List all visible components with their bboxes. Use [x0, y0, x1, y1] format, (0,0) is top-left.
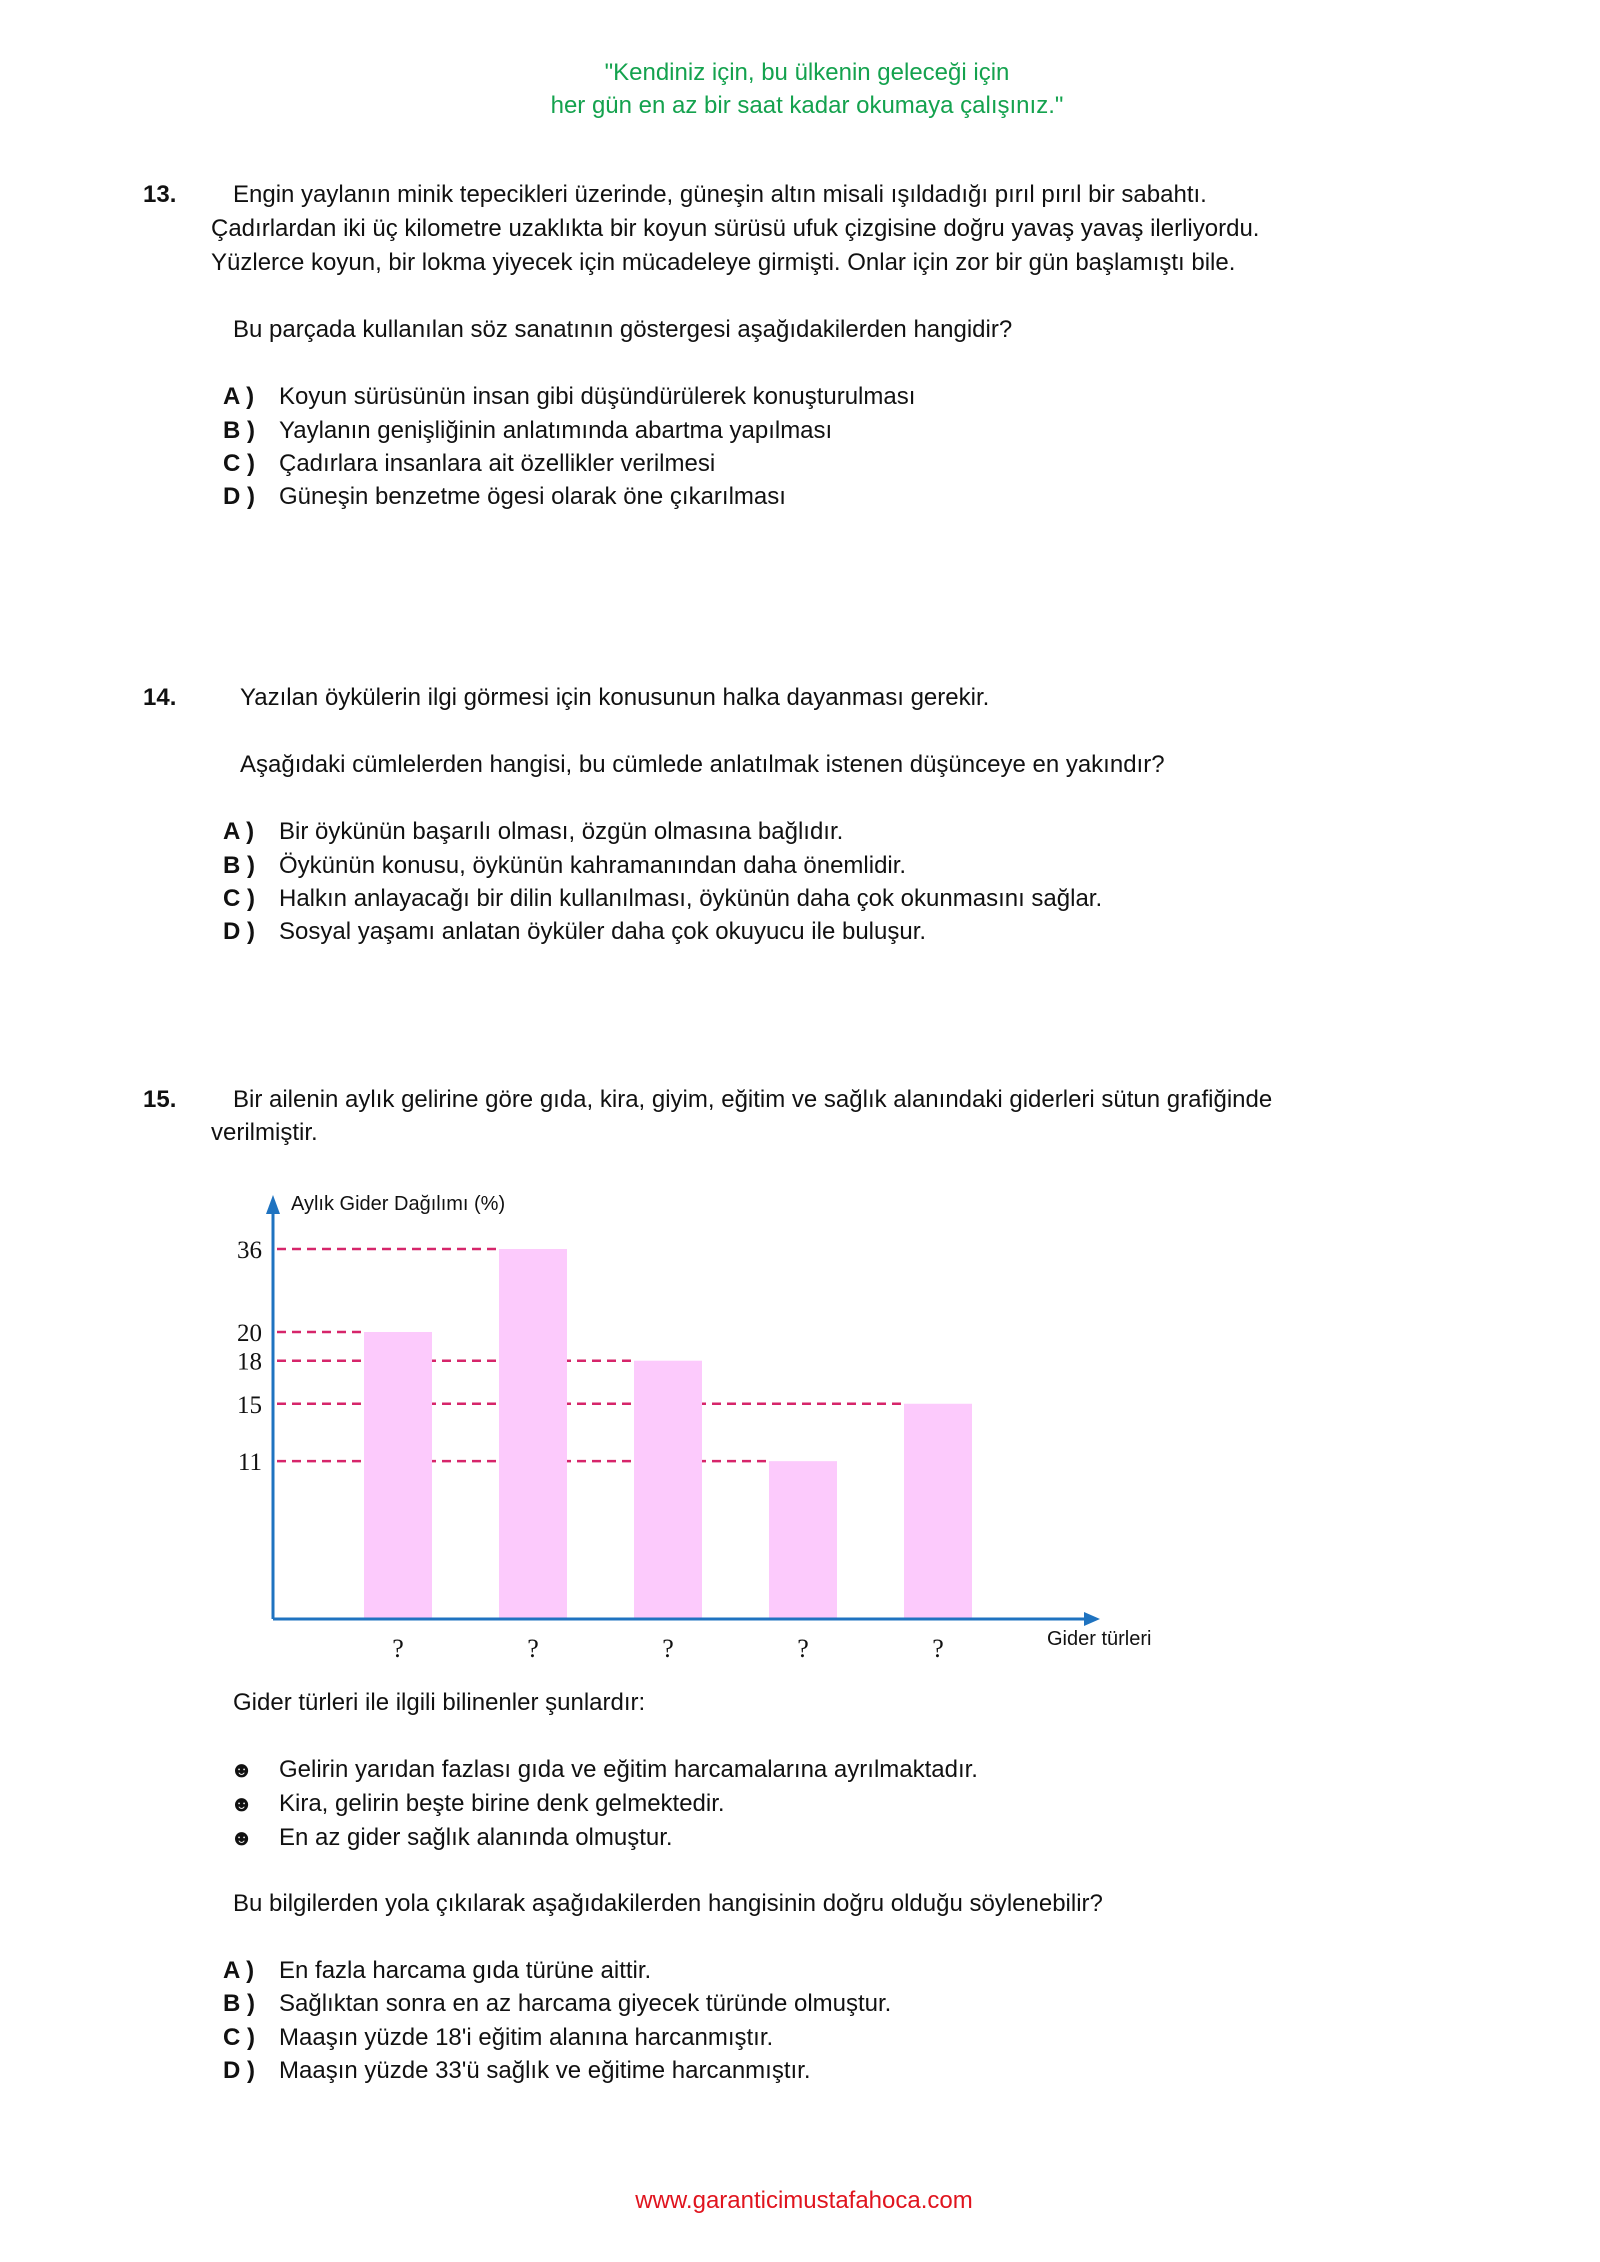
question-14-prompt: Aşağıdaki cümlelerden hangisi, bu cümled…	[240, 751, 1165, 778]
option-d-text[interactable]: Maaşın yüzde 33'ü sağlık ve eğitime harc…	[279, 2057, 811, 2084]
x-tick-label: ?	[527, 1634, 539, 1663]
question-13-prompt: Bu parçada kullanılan söz sanatının göst…	[233, 316, 1013, 343]
motto-line-1: "Kendiniz için, bu ülkenin geleceği için	[604, 59, 1010, 86]
option-letter: D )	[223, 918, 255, 945]
bar	[364, 1332, 432, 1619]
option-b-text[interactable]: Öykünün konusu, öykünün kahramanından da…	[279, 852, 907, 879]
question-13-number: 13.	[143, 181, 177, 208]
option-letter: A )	[223, 818, 255, 845]
option-letter: B )	[223, 852, 255, 879]
question-15-text-line: Bir ailenin aylık gelirine göre gıda, ki…	[233, 1086, 1273, 1113]
option-letter: C )	[223, 885, 255, 912]
x-axis-arrow-icon	[1084, 1612, 1100, 1626]
x-tick-label: ?	[662, 1634, 674, 1663]
question-14-number: 14.	[143, 684, 177, 711]
bar	[904, 1403, 972, 1619]
motto-line-2: her gün en az bir saat kadar okumaya çal…	[550, 92, 1064, 119]
smiley-icon: ☻	[230, 1757, 254, 1782]
y-tick-label: 11	[238, 1449, 262, 1476]
option-c-text[interactable]: Halkın anlayacağı bir dilin kullanılması…	[279, 885, 1103, 912]
x-axis-label: Gider türleri	[1047, 1628, 1151, 1650]
x-tick-label: ?	[932, 1634, 944, 1663]
option-a-text[interactable]: En fazla harcama gıda türüne aittir.	[279, 1957, 652, 1984]
option-letter: A )	[223, 1957, 255, 1984]
question-14-text: Yazılan öykülerin ilgi görmesi için konu…	[240, 684, 990, 711]
question-15-text-line: verilmiştir.	[211, 1119, 318, 1146]
bullet-text: Kira, gelirin beşte birine denk gelmekte…	[279, 1790, 725, 1817]
question-13-text-line: Engin yaylanın minik tepecikleri üzerind…	[233, 181, 1207, 208]
smiley-icon: ☻	[230, 1791, 254, 1816]
y-axis-arrow-icon	[266, 1195, 280, 1214]
bullet-text: Gelirin yarıdan fazlası gıda ve eğitim h…	[279, 1756, 978, 1783]
option-c-text[interactable]: Çadırlara insanlara ait özellikler veril…	[279, 450, 716, 477]
option-letter: D )	[223, 483, 255, 510]
option-letter: A )	[223, 383, 255, 410]
y-tick-label: 20	[237, 1320, 262, 1347]
option-letter: C )	[223, 450, 255, 477]
option-c-text[interactable]: Maaşın yüzde 18'i eğitim alanına harcanm…	[279, 2024, 774, 2051]
option-letter: D )	[223, 2057, 255, 2084]
x-tick-label: ?	[797, 1634, 809, 1663]
question-15-prompt: Bu bilgilerden yola çıkılarak aşağıdakil…	[233, 1890, 1103, 1917]
option-a-text[interactable]: Koyun sürüsünün insan gibi düşündürülere…	[279, 383, 916, 410]
option-d-text[interactable]: Güneşin benzetme ögesi olarak öne çıkarı…	[279, 483, 786, 510]
bar	[634, 1360, 702, 1619]
bullet-text: En az gider sağlık alanında olmuştur.	[279, 1824, 673, 1851]
bar	[769, 1461, 837, 1619]
option-letter: B )	[223, 417, 255, 444]
smiley-icon: ☻	[230, 1825, 254, 1850]
bar	[499, 1249, 567, 1619]
question-13-text-line: Çadırlardan iki üç kilometre uzaklıkta b…	[211, 215, 1260, 242]
y-tick-label: 18	[237, 1349, 262, 1376]
y-axis-label: Aylık Gider Dağılımı (%)	[291, 1193, 505, 1215]
y-tick-label: 36	[237, 1237, 262, 1264]
question-15-number: 15.	[143, 1086, 177, 1113]
footer-url[interactable]: www.garanticimustafahoca.com	[635, 2187, 973, 2214]
option-a-text[interactable]: Bir öykünün başarılı olması, özgün olmas…	[279, 818, 844, 845]
option-b-text[interactable]: Yaylanın genişliğinin anlatımında abartm…	[279, 417, 833, 444]
question-13-text-line: Yüzlerce koyun, bir lokma yiyecek için m…	[211, 249, 1236, 276]
option-letter: B )	[223, 1990, 255, 2017]
option-b-text[interactable]: Sağlıktan sonra en az harcama giyecek tü…	[279, 1990, 892, 2017]
x-tick-label: ?	[392, 1634, 404, 1663]
info-title: Gider türleri ile ilgili bilinenler şunl…	[233, 1689, 646, 1716]
option-d-text[interactable]: Sosyal yaşamı anlatan öyküler daha çok o…	[279, 918, 927, 945]
option-letter: C )	[223, 2024, 255, 2051]
y-tick-label: 15	[237, 1392, 262, 1419]
